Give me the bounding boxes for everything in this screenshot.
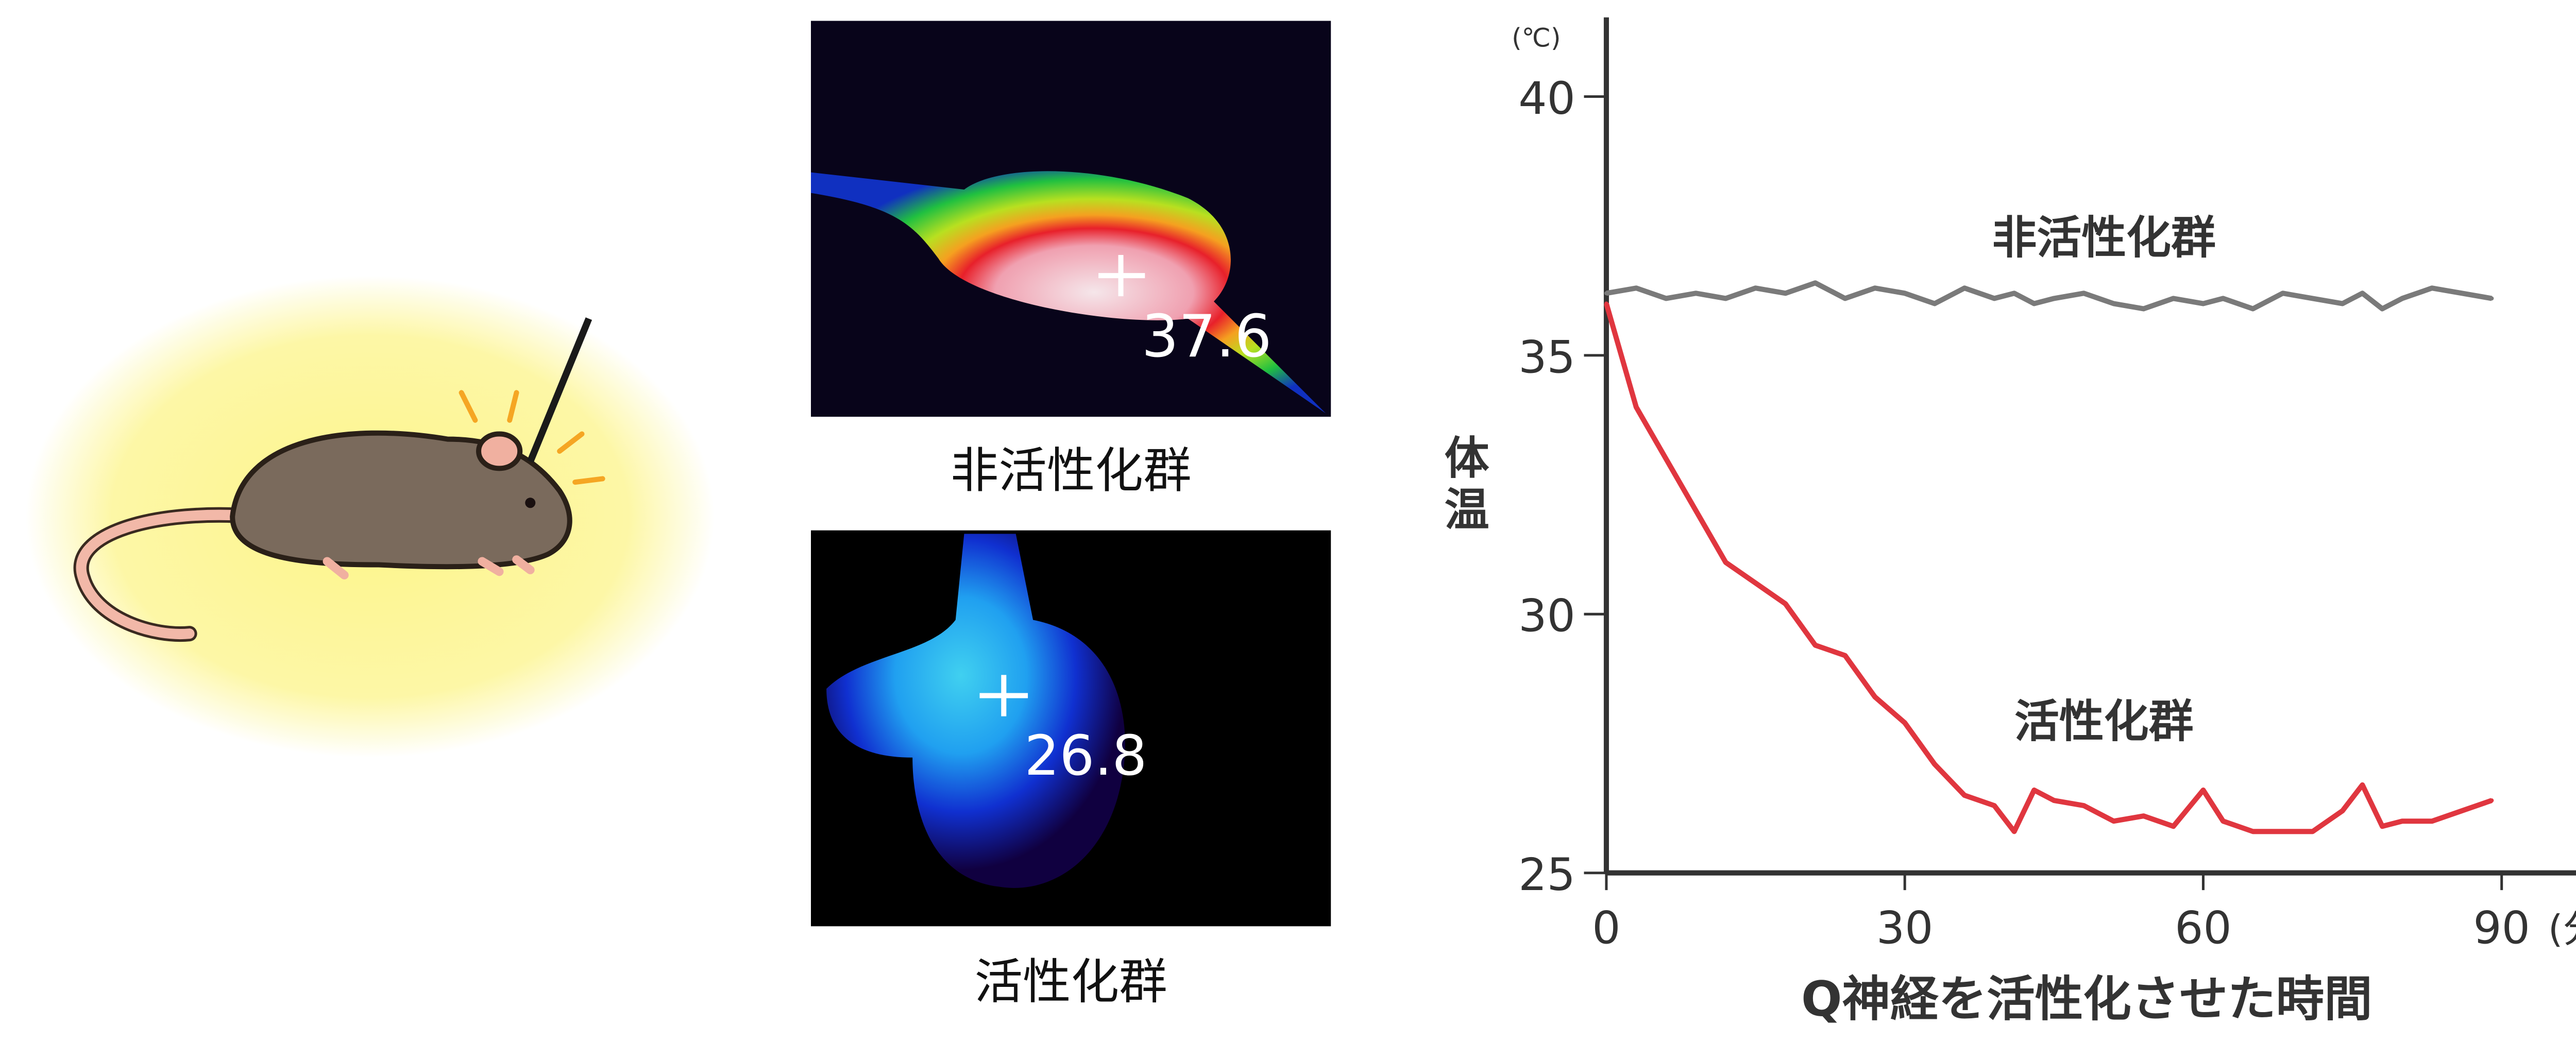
data-point <box>2280 829 2285 834</box>
data-point <box>2141 306 2146 311</box>
data-point <box>2380 824 2384 829</box>
data-point <box>1753 286 1758 291</box>
chart: (℃) 25 30 35 40 0 30 60 90 (分) 体温 Q神経を活性化させた時間… <box>1445 17 2576 1028</box>
optical-fiber <box>527 317 592 463</box>
data-point <box>2221 819 2226 824</box>
data-point <box>1903 721 1907 725</box>
data-point <box>2340 809 2345 813</box>
data-point <box>2460 809 2464 813</box>
data-point <box>1723 296 1728 301</box>
thermal-caption-active: 活性化群 <box>974 954 1167 1011</box>
data-point <box>1693 508 1698 513</box>
mouse-ear <box>476 431 523 471</box>
data-point <box>2171 296 2176 301</box>
x-tick-label: 30 <box>1876 902 1934 954</box>
data-point <box>2032 788 2037 792</box>
data-point <box>1664 296 1668 301</box>
thermal-reading-inactive: 37.6 <box>1142 302 1272 370</box>
data-point <box>1783 291 1788 296</box>
series-label-inactive: 非活性化群 <box>1992 212 2216 264</box>
mouse-eye <box>525 498 536 508</box>
data-point <box>2081 804 2086 808</box>
data-point <box>1604 301 1608 306</box>
data-point <box>1843 653 1848 658</box>
data-point <box>2201 301 2206 306</box>
data-point <box>2310 296 2315 301</box>
data-point <box>2430 286 2434 291</box>
data-point <box>2111 301 2116 306</box>
y-axis-label: 体温 <box>1445 432 1489 536</box>
data-point <box>2400 296 2404 301</box>
data-point <box>1753 581 1758 586</box>
data-point <box>2360 782 2365 787</box>
y-tick-label: 40 <box>1518 73 1575 125</box>
data-point <box>1693 291 1698 296</box>
data-point <box>1634 405 1638 409</box>
data-point <box>2360 291 2365 296</box>
data-point <box>1873 286 1877 291</box>
series-line-active <box>1604 303 2493 834</box>
y-tick-label: 35 <box>1518 331 1575 383</box>
thermal-image-active: 26.8 活性化群 <box>811 530 1331 1011</box>
data-point <box>2340 301 2345 306</box>
data-point <box>2489 296 2494 301</box>
data-point <box>2310 829 2315 834</box>
data-point <box>1783 602 1788 606</box>
x-tick-label: 60 <box>2175 902 2232 954</box>
data-point <box>1843 296 1848 301</box>
x-tick-label: 0 <box>1592 902 1620 954</box>
data-point <box>1604 291 1608 296</box>
data-point <box>2280 291 2285 296</box>
x-unit: (分) <box>2548 907 2576 951</box>
thermal-reading-active: 26.8 <box>1024 724 1147 788</box>
data-point <box>1992 804 1996 808</box>
x-axis-label: Q神経を活性化させた時間 <box>1801 971 2372 1028</box>
data-point <box>2171 824 2176 829</box>
data-point <box>2489 798 2494 803</box>
data-point <box>1962 286 1967 291</box>
light-rays <box>459 390 605 485</box>
x-tick-label: 90 <box>2473 902 2530 954</box>
data-point <box>2250 829 2255 834</box>
data-point <box>2400 819 2404 824</box>
data-point <box>1813 643 1818 647</box>
data-point <box>2081 291 2086 296</box>
data-point <box>1992 296 1996 301</box>
data-point <box>2012 829 2016 834</box>
data-point <box>2430 819 2434 824</box>
series-line-inactive <box>1606 280 2493 312</box>
data-point <box>1813 281 1818 285</box>
data-point <box>2460 291 2464 296</box>
series-label-active: 活性化群 <box>2014 696 2193 748</box>
thermal-caption-inactive: 非活性化群 <box>951 443 1192 499</box>
data-point <box>1933 762 1937 766</box>
crosshair-icon <box>979 675 1028 716</box>
data-point <box>2052 798 2056 803</box>
data-point <box>1962 793 1967 797</box>
y-unit: (℃) <box>1512 23 1561 53</box>
data-point <box>1933 301 1937 306</box>
data-point <box>1873 695 1877 699</box>
data-point <box>2052 296 2056 301</box>
data-point <box>2380 306 2384 311</box>
mouse-illustration <box>26 276 715 758</box>
data-point <box>2012 291 2016 296</box>
data-point <box>1903 291 1907 296</box>
thermal-image-inactive: 37.6 非活性化群 <box>811 21 1331 499</box>
data-point <box>1723 560 1728 565</box>
crosshair-icon <box>1098 254 1145 297</box>
data-point <box>2201 788 2206 792</box>
data-point <box>1664 456 1668 461</box>
data-point <box>2141 814 2146 818</box>
data-point <box>2032 301 2037 306</box>
data-point <box>2250 306 2255 311</box>
data-point <box>1634 286 1638 291</box>
y-tick-label: 25 <box>1518 849 1575 901</box>
data-point <box>2111 819 2116 824</box>
data-point <box>2221 296 2226 301</box>
y-tick-label: 30 <box>1518 590 1575 642</box>
